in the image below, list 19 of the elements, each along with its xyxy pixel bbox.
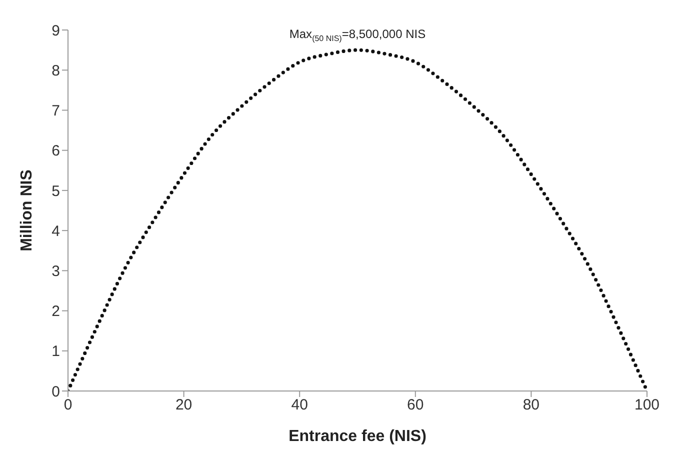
y-axis-title: Million NIS [18,169,36,252]
y-tick-label: 9 [52,22,60,40]
y-tick-label: 0 [52,383,60,400]
annotation: Max$_{(50 NIS)}$=8,500,000 NIS [289,27,426,44]
y-tick-label: 7 [52,102,60,120]
x-tick-label: 40 [291,396,308,414]
x-tick-label: 20 [175,396,192,414]
x-tick-label: 100 [634,396,660,414]
y-tick-label: 8 [52,62,60,80]
x-axis-title: Entrance fee (NIS) [288,428,426,445]
x-tick-label: 60 [407,396,424,414]
y-tick-label: 1 [52,343,60,360]
y-tick-label: 3 [52,262,60,280]
y-tick-label: 5 [52,182,60,200]
y-tick-label: 6 [52,142,60,160]
x-tick-label: 0 [64,396,72,414]
x-tick-label: 80 [522,396,540,414]
y-tick-label: 4 [52,222,60,240]
y-tick-label: 2 [52,303,60,320]
